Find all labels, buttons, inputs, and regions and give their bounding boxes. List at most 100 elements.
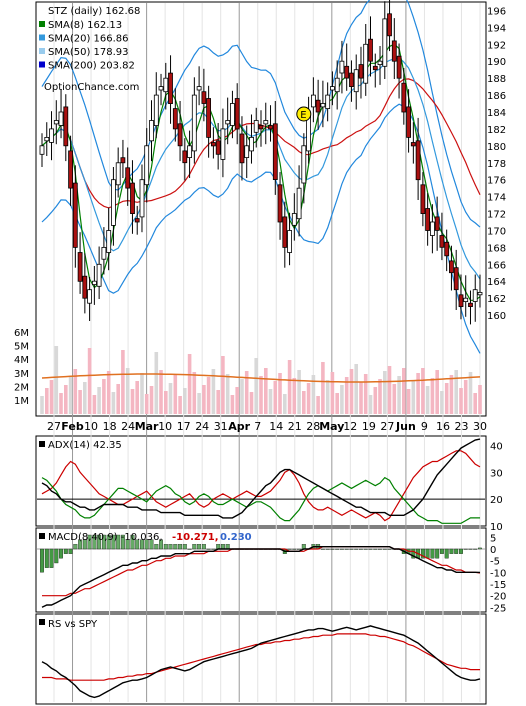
volume-bar [330, 372, 335, 414]
volume-bar [64, 385, 68, 414]
macd-histogram-bar [49, 548, 54, 568]
macd-histogram-bar [216, 544, 221, 550]
price-tick: 174 [487, 193, 506, 204]
macd-histogram-bar [378, 548, 382, 550]
volume-bar [268, 389, 273, 414]
macd-histogram-bar [301, 544, 306, 550]
price-tick: 162 [487, 294, 506, 305]
candle-body [325, 94, 331, 109]
candle-body [282, 216, 288, 248]
volume-bar [283, 394, 287, 414]
candle-body [158, 86, 164, 91]
macd-histogram-bar [78, 539, 83, 550]
macd-histogram-bar [373, 548, 378, 550]
macd-histogram-bar [425, 548, 430, 559]
price-tick: 172 [487, 210, 506, 221]
legend-swatch [39, 21, 45, 27]
macd-histogram-bar [297, 548, 302, 550]
candle-body [368, 38, 373, 62]
candle-body [210, 142, 216, 147]
macd-histogram-bar [44, 548, 49, 568]
macd-histogram-bar [320, 548, 325, 550]
adx-tick: 10 [490, 522, 503, 533]
candle-body [353, 69, 359, 93]
volume-bar [249, 392, 254, 414]
volume-bar [454, 370, 458, 414]
macd-tick: -25 [490, 603, 506, 614]
macd-histogram-bar [449, 548, 454, 554]
candle-body [58, 111, 64, 126]
volume-bar [102, 379, 106, 414]
macd-histogram-bar [335, 548, 340, 550]
volume-bar [368, 395, 373, 414]
macd-histogram-bar [287, 548, 292, 550]
macd-histogram-bar [430, 548, 435, 559]
price-tick: 184 [487, 108, 506, 119]
adx-lines: 10 20 30 40 [37, 438, 503, 533]
macd-lines: -25-20-15-10-505 [37, 533, 506, 614]
volume-bar [83, 382, 87, 414]
candle-body [339, 60, 345, 74]
x-tick: 27 [47, 420, 61, 433]
candle-body [272, 123, 278, 181]
macd-panel-frame [35, 527, 487, 613]
macd-tick: -20 [490, 592, 506, 603]
macd-line [41, 546, 481, 608]
volume-bar [230, 395, 235, 414]
candle-body [329, 86, 335, 91]
macd-tick: 0 [490, 545, 496, 556]
legend-swatch [39, 61, 45, 68]
candle-body [153, 94, 159, 126]
candle-body [44, 136, 50, 142]
volume-bar [473, 393, 477, 414]
macd-histogram-bar [211, 548, 216, 550]
volume-tick: 3M [14, 369, 29, 380]
candle-body [458, 294, 464, 307]
volume-bar [211, 369, 216, 414]
adx-line [41, 438, 481, 519]
candle-body [387, 13, 392, 37]
candle-body [448, 260, 454, 274]
macd-histogram-bar [459, 548, 463, 554]
macd-legend: MACD(8,40,9) -10.036, -10.271, 0.230 [39, 532, 252, 543]
volume-bar [164, 391, 168, 414]
price-tick: 186 [487, 91, 506, 102]
volume-bar [68, 377, 73, 414]
volume-bar [359, 382, 363, 414]
earnings-marker-label: E [300, 110, 306, 121]
candle-body [463, 297, 469, 303]
macd-histogram-bar [159, 539, 163, 550]
price-tick: 182 [487, 125, 506, 136]
volume-bar [121, 350, 125, 414]
volume-bar [335, 393, 339, 414]
price-tick: 168 [487, 243, 506, 254]
macd-histogram-bar [59, 548, 63, 559]
x-tick: 30 [473, 420, 487, 433]
volume-bar [192, 372, 197, 414]
volume-bar [416, 373, 420, 414]
candle-body [149, 120, 154, 142]
volume-bar [302, 391, 306, 414]
macd-label: MACD(8,40,9) -10.036, [48, 532, 163, 543]
candle-body [120, 157, 126, 164]
legend-swatch [39, 34, 45, 41]
candle-body [172, 108, 178, 130]
adx-tick: 40 [490, 441, 503, 452]
volume-bar [383, 371, 387, 414]
macd-signal-label: -10.271, [172, 532, 219, 543]
candle-body [68, 150, 73, 189]
macd-histogram-bar [344, 548, 349, 550]
macd-histogram-bar [292, 548, 297, 550]
macd-histogram-bar [382, 548, 387, 550]
volume-bar [292, 378, 297, 414]
candle-body [444, 241, 450, 257]
candle-body [429, 221, 435, 236]
candle-body [349, 72, 354, 87]
macd-histogram-bar [173, 544, 178, 550]
macd-tick: -5 [490, 557, 500, 568]
candle-body [72, 182, 78, 248]
candle-body [187, 145, 193, 159]
candle-body [301, 145, 307, 184]
candle-body [130, 182, 135, 215]
volume-bar [40, 396, 44, 414]
